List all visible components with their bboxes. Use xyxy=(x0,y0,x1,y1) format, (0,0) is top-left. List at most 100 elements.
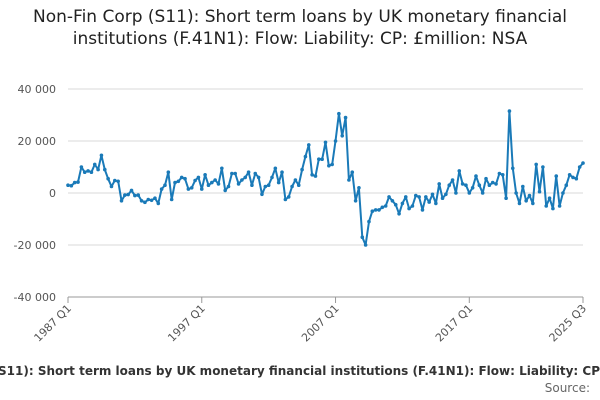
data-point[interactable] xyxy=(76,180,80,184)
legend-entry[interactable]: Non-Fin Corp (S11): Short term loans by … xyxy=(0,364,600,378)
data-point[interactable] xyxy=(263,184,268,189)
data-point[interactable] xyxy=(220,166,224,171)
data-point[interactable] xyxy=(69,183,74,188)
data-point[interactable] xyxy=(86,169,90,173)
data-point[interactable] xyxy=(360,235,365,239)
data-point[interactable] xyxy=(427,200,431,204)
data-point[interactable] xyxy=(557,204,562,208)
data-point[interactable] xyxy=(417,195,421,199)
data-point[interactable] xyxy=(166,170,171,174)
data-point[interactable] xyxy=(293,178,298,182)
data-point[interactable] xyxy=(460,182,465,186)
data-point[interactable] xyxy=(313,174,318,178)
data-point[interactable] xyxy=(183,176,187,181)
data-point[interactable] xyxy=(554,174,559,178)
data-point[interactable] xyxy=(477,183,482,187)
data-point[interactable] xyxy=(500,173,505,177)
data-point[interactable] xyxy=(96,167,100,172)
data-point[interactable] xyxy=(119,199,124,203)
data-point[interactable] xyxy=(474,174,478,178)
data-point[interactable] xyxy=(89,170,94,174)
data-point[interactable] xyxy=(380,205,385,210)
data-point[interactable] xyxy=(551,206,555,211)
data-point[interactable] xyxy=(437,182,442,186)
data-point[interactable] xyxy=(574,176,579,181)
data-point[interactable] xyxy=(186,187,191,191)
data-point[interactable] xyxy=(363,243,368,247)
data-point[interactable] xyxy=(447,183,452,187)
data-point[interactable] xyxy=(283,197,288,202)
data-point[interactable] xyxy=(290,184,294,189)
data-point[interactable] xyxy=(457,169,462,173)
data-point[interactable] xyxy=(250,183,254,187)
data-point[interactable] xyxy=(99,153,104,158)
data-point[interactable] xyxy=(273,166,278,171)
data-point[interactable] xyxy=(113,178,117,183)
data-point[interactable] xyxy=(534,162,538,167)
data-point[interactable] xyxy=(216,182,221,186)
data-point[interactable] xyxy=(343,115,348,120)
data-point[interactable] xyxy=(531,201,535,206)
data-point[interactable] xyxy=(143,200,147,205)
data-point[interactable] xyxy=(444,192,448,197)
data-point[interactable] xyxy=(390,199,395,203)
data-point[interactable] xyxy=(353,199,358,203)
legend[interactable]: Non-Fin Corp (S11): Short term loans by … xyxy=(0,364,600,380)
data-point[interactable] xyxy=(230,171,234,176)
data-point[interactable] xyxy=(270,175,274,180)
data-point[interactable] xyxy=(246,170,251,174)
data-point[interactable] xyxy=(424,195,428,199)
data-point[interactable] xyxy=(524,199,528,203)
data-point[interactable] xyxy=(176,179,181,184)
data-point[interactable] xyxy=(497,171,502,176)
data-point[interactable] xyxy=(564,183,569,187)
data-point[interactable] xyxy=(323,140,328,145)
data-point[interactable] xyxy=(434,201,438,206)
data-point[interactable] xyxy=(517,201,522,206)
data-point[interactable] xyxy=(464,183,468,187)
data-point[interactable] xyxy=(102,167,107,172)
data-point[interactable] xyxy=(480,191,485,195)
data-point[interactable] xyxy=(173,180,177,185)
data-point[interactable] xyxy=(383,204,388,208)
data-point[interactable] xyxy=(357,186,361,190)
data-point[interactable] xyxy=(581,161,585,165)
data-point[interactable] xyxy=(199,187,204,191)
data-point[interactable] xyxy=(367,219,371,224)
data-point[interactable] xyxy=(387,195,391,199)
data-point[interactable] xyxy=(116,179,120,184)
data-point[interactable] xyxy=(487,183,492,187)
data-point[interactable] xyxy=(320,157,324,161)
data-point[interactable] xyxy=(243,175,248,180)
data-point[interactable] xyxy=(300,167,304,172)
data-point[interactable] xyxy=(377,208,381,212)
data-point[interactable] xyxy=(156,201,161,206)
data-point[interactable] xyxy=(561,191,565,195)
data-point[interactable] xyxy=(276,180,281,185)
data-point[interactable] xyxy=(544,204,549,208)
data-point[interactable] xyxy=(163,183,167,187)
data-point[interactable] xyxy=(146,197,151,202)
data-point[interactable] xyxy=(66,183,70,187)
data-point[interactable] xyxy=(193,178,197,183)
data-point[interactable] xyxy=(260,192,264,197)
data-point[interactable] xyxy=(153,196,157,200)
data-point[interactable] xyxy=(286,195,291,199)
data-point[interactable] xyxy=(537,189,542,194)
data-point[interactable] xyxy=(347,178,351,182)
data-point[interactable] xyxy=(236,182,241,186)
data-point[interactable] xyxy=(547,196,552,200)
data-point[interactable] xyxy=(350,170,355,174)
data-point[interactable] xyxy=(233,171,238,176)
data-point[interactable] xyxy=(470,186,475,190)
data-point[interactable] xyxy=(577,165,582,169)
data-point[interactable] xyxy=(209,180,214,185)
data-point[interactable] xyxy=(136,193,141,197)
data-point[interactable] xyxy=(373,208,378,212)
data-point[interactable] xyxy=(340,134,345,138)
data-point[interactable] xyxy=(206,183,211,187)
data-point[interactable] xyxy=(106,176,110,181)
data-point[interactable] xyxy=(420,208,425,212)
series-path[interactable] xyxy=(67,110,584,246)
data-point[interactable] xyxy=(490,180,495,185)
